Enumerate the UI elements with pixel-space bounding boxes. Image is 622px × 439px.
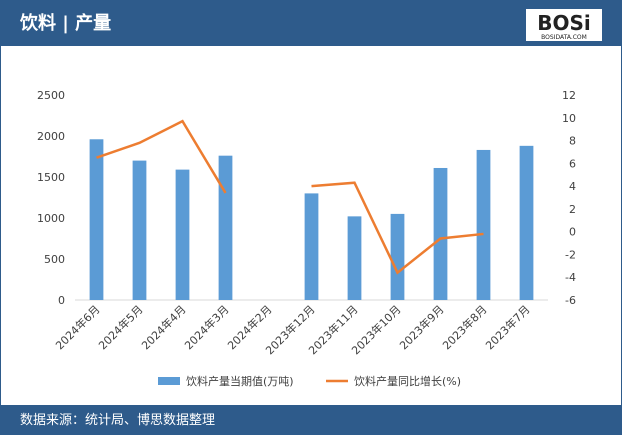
legend-label: 饮料产量当期值(万吨) [186,374,294,388]
y2-tick-label: -6 [565,294,576,307]
y2-tick-label: -4 [565,271,576,284]
bar [304,193,319,300]
y2-tick-label: 4 [569,180,576,193]
y2-tick-label: 6 [569,157,576,170]
bar [175,169,190,300]
y2-tick-label: -2 [565,248,576,261]
logo: BOSi [537,11,591,35]
y-tick-label: 0 [58,294,65,307]
bar [132,160,147,300]
y2-tick-label: 2 [569,203,576,216]
bar [390,213,405,300]
bar [89,139,104,300]
y2-tick-label: 8 [569,135,576,148]
bar [476,149,491,300]
legend-swatch [158,377,180,385]
footer [0,405,622,435]
bar [433,167,448,300]
chart-title: 饮料 | 产量 [19,12,111,34]
legend-label: 饮料产量同比增长(%) [354,374,461,388]
y-tick-label: 2500 [37,89,65,102]
bar [218,155,233,300]
y-tick-label: 1000 [37,212,65,225]
y2-tick-label: 0 [569,226,576,239]
y2-tick-label: 10 [562,112,576,125]
header [0,0,622,46]
source: 数据来源：统计局、博思数据整理 [20,413,215,428]
y2-tick-label: 12 [562,89,576,102]
line [96,119,484,275]
logo-subtitle: BOSIDATA.COM [541,34,587,41]
y-tick-label: 1500 [37,171,65,184]
bar [519,145,534,300]
logo-box [526,9,602,41]
y-tick-label: 2000 [37,130,65,143]
bar [347,216,362,300]
y-tick-label: 500 [44,253,65,266]
